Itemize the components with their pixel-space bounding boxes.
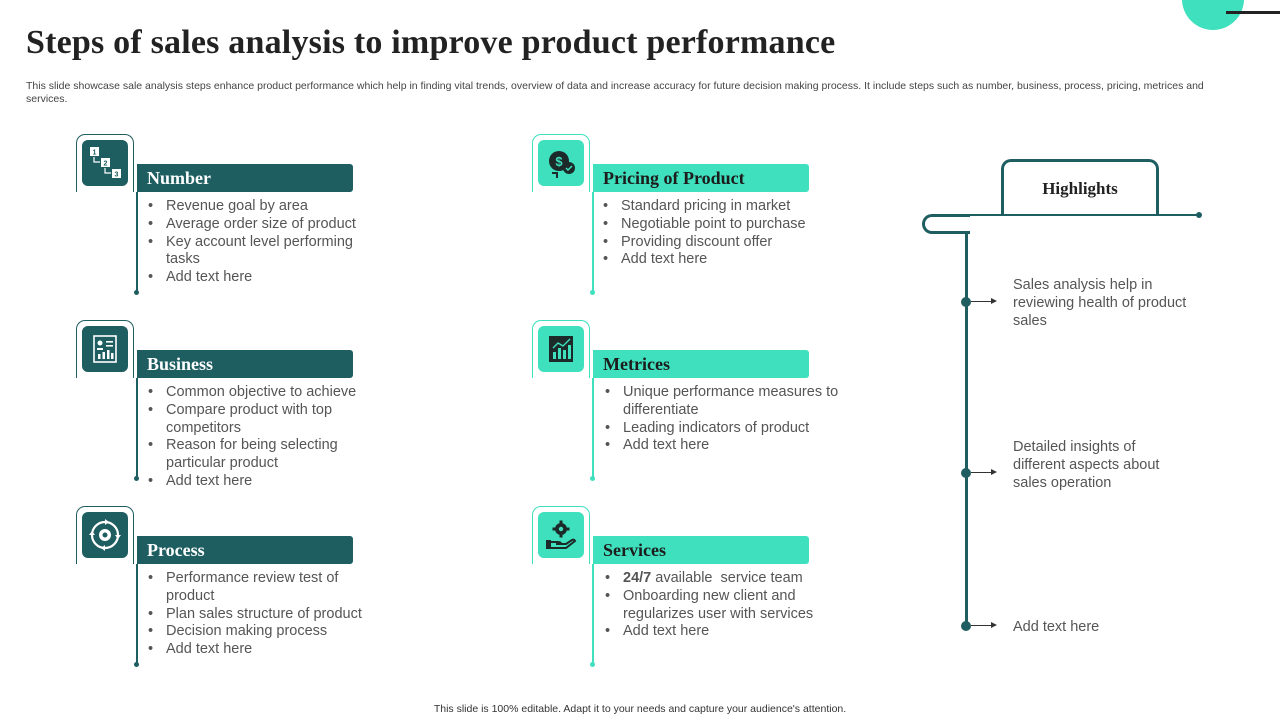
pricing-tag-icon: $ [538,140,584,186]
hand-gear-service-icon [538,512,584,558]
list-item: Average order size of product [148,216,366,234]
list-item: Providing discount offer [603,234,806,252]
list-item: Unique performance measures to different… [605,384,861,420]
icon-frame [76,506,134,564]
list-item: 24/7 available service team [605,570,823,588]
card-heading: Pricing of Product [593,164,809,192]
highlights-divider [965,214,1199,216]
icon-frame [532,506,590,564]
list-item: Add text here [605,623,823,641]
list-item: Add text here [605,437,861,455]
bullet-list: Revenue goal by area Average order size … [148,198,366,287]
bullet-list: Performance review test of product Plan … [148,570,362,659]
arrow-right-icon [971,468,997,476]
page-title: Steps of sales analysis to improve produ… [26,24,836,61]
card-pricing: $ Pricing of Product Standard pricing in… [532,134,832,304]
list-item: Add text here [148,269,366,287]
timeline-node [961,297,971,307]
list-item: Compare product with top competitors [148,402,376,438]
list-item: Decision making process [148,623,362,641]
list-item: Standard pricing in market [603,198,806,216]
highlight-point: Add text here [1013,619,1100,635]
page-subtitle: This slide showcase sale analysis steps … [26,80,1204,105]
list-item: Add text here [148,641,362,659]
icon-frame [532,320,590,378]
card-heading: Number [137,164,353,192]
list-item: Common objective to achieve [148,384,376,402]
corner-decoration-circle [1182,0,1244,30]
highlights-heading: Highlights [1001,159,1159,216]
card-services: Services 24/7 available service team Onb… [532,506,832,676]
arrow-right-icon [971,297,997,305]
list-item: Onboarding new client and regularizes us… [605,588,823,624]
list-item: Performance review test of product [148,570,356,606]
icon-frame [76,134,134,192]
arrow-right-icon [971,621,997,629]
process-cycle-gear-icon [82,512,128,558]
icon-frame [532,134,590,192]
card-heading: Metrices [593,350,809,378]
list-item: Reason for being selecting particular pr… [148,437,356,473]
list-item: Add text here [148,473,376,491]
corner-decoration-line [1226,11,1280,14]
highlight-point: Detailed insights of different aspects a… [1013,439,1160,491]
svg-text:1: 1 [93,150,97,157]
card-heading: Services [593,536,809,564]
card-business: Business Common objective to achieve Com… [76,320,376,491]
list-item: Leading indicators of product [605,420,861,438]
footer-note: This slide is 100% editable. Adapt it to… [433,703,847,715]
card-metrices: Metrices Unique performance measures to … [532,320,838,490]
bullet-list: Common objective to achieve Compare prod… [148,384,376,491]
card-heading: Process [137,536,353,564]
highlights-hook [922,214,970,234]
highlights-timeline [965,232,968,628]
card-process: Process Performance review test of produ… [76,506,376,676]
bar-chart-icon [538,326,584,372]
bullet-list: Unique performance measures to different… [605,384,861,455]
timeline-node [961,621,971,631]
numbered-blocks-icon: 1 2 3 [82,140,128,186]
svg-text:2: 2 [104,161,108,168]
list-item: Negotiable point to purchase [603,216,806,234]
timeline-node [961,468,971,478]
bullet-list: Standard pricing in market Negotiable po… [603,198,806,269]
svg-text:3: 3 [115,172,119,179]
highlight-point: Sales analysis help in reviewing health … [1013,277,1187,329]
bold-text: 24/7 [623,570,652,586]
list-item: Key account level performing tasks [148,234,366,270]
svg-text:$: $ [555,154,563,169]
list-item: Plan sales structure of product [148,606,362,624]
card-heading: Business [137,350,353,378]
list-item: Revenue goal by area [148,198,366,216]
list-item: Add text here [603,251,806,269]
business-report-icon [82,326,128,372]
icon-frame [76,320,134,378]
bullet-list: 24/7 available service team Onboarding n… [605,570,823,641]
card-number: 1 2 3 Number Revenue goal by area Averag… [76,134,376,304]
